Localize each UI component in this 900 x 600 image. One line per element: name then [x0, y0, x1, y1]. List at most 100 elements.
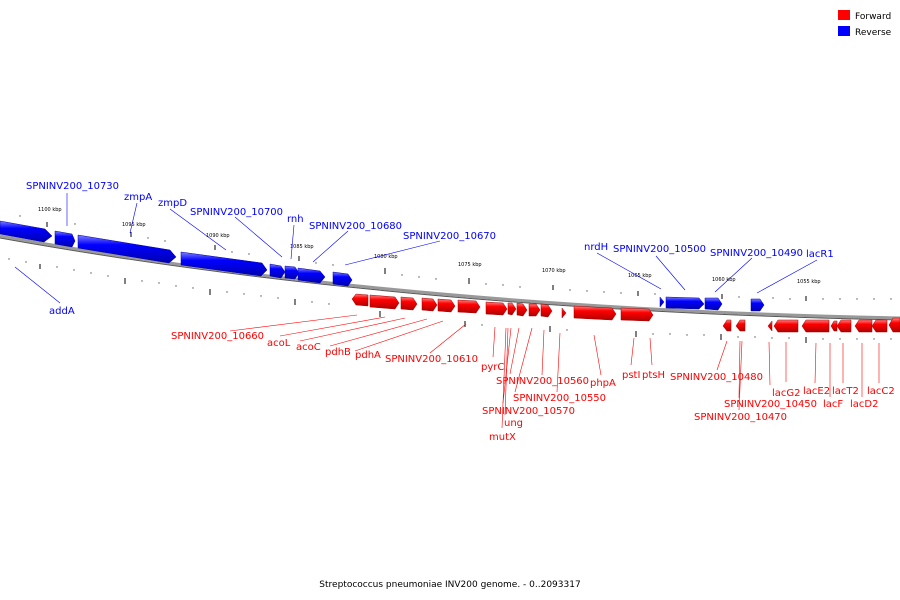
gene-label[interactable]: SPNINV200_10450 [724, 399, 817, 410]
gene-arrow-forward[interactable] [421, 297, 438, 312]
scale-label: 1075 kbp [458, 262, 482, 268]
gene-arrow-forward[interactable] [540, 303, 553, 318]
gene-label[interactable]: rnh [287, 214, 304, 225]
gene-arrow-reverse[interactable] [659, 296, 665, 308]
gene-arrow-reverse[interactable] [704, 297, 723, 311]
gene-label[interactable]: acoC [296, 342, 321, 353]
gene-arrow-forward[interactable] [369, 294, 400, 310]
genome-backbone [0, 234, 900, 320]
gene-arrow-forward[interactable] [528, 303, 541, 317]
forward-leader-lines [229, 314, 880, 429]
gene-label[interactable]: SPNINV200_10700 [190, 207, 283, 218]
gene-arrow-forward[interactable] [573, 305, 617, 321]
gene-label[interactable]: SPNINV200_10680 [309, 221, 402, 232]
gene-arrow-reverse[interactable] [665, 296, 705, 310]
gene-arrow-forward[interactable] [888, 317, 900, 333]
gene-arrow-forward[interactable] [561, 307, 567, 319]
gene-arrow-forward[interactable] [437, 298, 456, 313]
legend: Forward Reverse [838, 10, 892, 38]
gene-arrow-reverse[interactable] [332, 271, 353, 287]
reverse-leader-lines [14, 193, 818, 304]
gene-label[interactable]: SPNINV200_10550 [513, 393, 606, 404]
gene-label[interactable]: ung [504, 418, 523, 429]
gene-arrow-forward[interactable] [457, 299, 481, 314]
gene-arrow-reverse[interactable] [0, 220, 53, 243]
minor-ticks [8, 215, 892, 340]
gene-label[interactable]: zmpA [124, 192, 152, 203]
scale-label: 1085 kbp [290, 244, 314, 250]
gene-label[interactable]: nrdH [584, 242, 608, 253]
gene-label[interactable]: addA [49, 306, 75, 317]
gene-arrow-forward[interactable] [507, 302, 517, 316]
gene-arrow-forward[interactable] [485, 301, 508, 316]
gene-label[interactable]: SPNINV200_10480 [670, 372, 763, 383]
gene-label[interactable]: SPNINV200_10610 [385, 354, 478, 365]
gene-label[interactable]: phpA [590, 378, 616, 389]
gene-label[interactable]: ptsH [642, 370, 665, 381]
gene-label[interactable]: SPNINV200_10730 [26, 181, 119, 192]
gene-label[interactable]: SPNINV200_10500 [613, 244, 706, 255]
forward-genes [351, 293, 900, 333]
gene-label[interactable]: SPNINV200_10470 [694, 412, 787, 423]
legend-label-reverse: Reverse [855, 28, 892, 38]
gene-label[interactable]: SPNINV200_10490 [710, 248, 803, 259]
gene-label[interactable]: acoL [267, 338, 291, 349]
gene-label[interactable]: lacE2 [803, 386, 830, 397]
gene-arrow-forward[interactable] [516, 302, 528, 317]
scale-label: 1070 kbp [542, 268, 566, 274]
gene-arrow-forward[interactable] [830, 320, 838, 332]
gene-arrow-forward[interactable] [351, 293, 369, 307]
gene-label[interactable]: lacC2 [867, 386, 895, 397]
reverse-genes [0, 220, 765, 312]
gene-label[interactable]: mutX [489, 432, 516, 443]
gene-arrow-forward[interactable] [773, 319, 799, 333]
major-ticks-lower [39, 264, 807, 343]
gene-arrow-forward[interactable] [735, 319, 746, 332]
gene-label[interactable]: pyrC [481, 362, 504, 373]
gene-arrow-forward[interactable] [722, 319, 732, 332]
gene-arrow-reverse[interactable] [750, 298, 765, 312]
scale-label: 1100 kbp [38, 207, 62, 213]
gene-arrow-reverse[interactable] [180, 251, 268, 277]
gene-arrow-forward[interactable] [400, 296, 418, 311]
gene-label[interactable]: pstI [622, 370, 640, 381]
gene-label[interactable]: lacF [823, 399, 843, 410]
legend-label-forward: Forward [855, 12, 891, 22]
legend-swatch-reverse [838, 26, 850, 36]
gene-arrow-reverse[interactable] [297, 267, 326, 284]
gene-arrow-forward[interactable] [767, 320, 773, 332]
scale-labels: 1100 kbp 1095 kbp 1090 kbp 1085 kbp 1080… [38, 207, 821, 285]
scale-label: 1080 kbp [374, 254, 398, 260]
scale-label: 1090 kbp [206, 233, 230, 239]
gene-arrow-forward[interactable] [801, 319, 830, 333]
gene-label[interactable]: lacD2 [850, 399, 878, 410]
gene-arrow-forward[interactable] [871, 319, 888, 333]
genome-caption: Streptococcus pneumoniae INV200 genome. … [319, 580, 580, 590]
forward-labels: SPNINV200_10660 acoL acoC pdhB pdhA SPNI… [171, 331, 895, 443]
gene-arrow-forward[interactable] [854, 319, 873, 333]
scale-label: 1095 kbp [122, 222, 146, 228]
major-ticks-upper [46, 222, 807, 301]
gene-label[interactable]: SPNINV200_10560 [496, 376, 589, 387]
gene-arrow-forward[interactable] [836, 319, 852, 333]
gene-label[interactable]: pdhA [355, 350, 381, 361]
gene-arrow-reverse[interactable] [54, 230, 76, 248]
gene-arrow-forward[interactable] [620, 307, 654, 322]
gene-label[interactable]: lacT2 [832, 386, 859, 397]
gene-label[interactable]: lacR1 [806, 249, 834, 260]
gene-label[interactable]: pdhB [325, 347, 351, 358]
genome-backbone-shadow [0, 237, 900, 321]
scale-label: 1055 kbp [797, 279, 821, 285]
scale-label: 1065 kbp [628, 273, 652, 279]
gene-label[interactable]: SPNINV200_10570 [482, 406, 575, 417]
gene-label[interactable]: SPNINV200_10670 [403, 231, 496, 242]
gene-arrow-reverse[interactable] [269, 263, 286, 279]
gene-label[interactable]: lacG2 [772, 388, 801, 399]
gene-label[interactable]: zmpD [158, 198, 187, 209]
reverse-labels: SPNINV200_10730 zmpA zmpD SPNINV200_1070… [26, 181, 834, 317]
scale-label: 1060 kbp [712, 277, 736, 283]
gene-arrow-reverse[interactable] [77, 234, 177, 264]
gene-label[interactable]: SPNINV200_10660 [171, 331, 264, 342]
gene-arrow-reverse[interactable] [284, 265, 300, 280]
